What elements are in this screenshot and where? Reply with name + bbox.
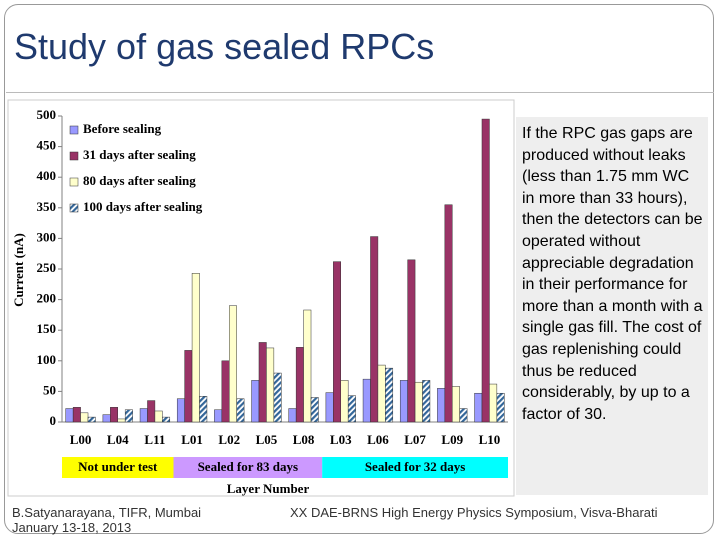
footer-author: B.Satyanarayana, TIFR, Mumbai (12, 505, 202, 520)
x-axis-label: Layer Number (227, 481, 310, 496)
legend-label: Before sealing (83, 121, 162, 136)
bar (496, 392, 505, 423)
bar (347, 395, 356, 423)
bar (333, 261, 342, 423)
y-tick-label: 450 (37, 138, 57, 153)
bar (199, 396, 208, 423)
bar (184, 350, 193, 423)
bar (310, 397, 319, 423)
x-tick-label: L02 (218, 432, 240, 447)
y-tick-label: 400 (37, 168, 57, 183)
bar (72, 407, 81, 423)
bar (162, 416, 171, 423)
x-tick-label: L07 (404, 432, 426, 447)
bar (385, 367, 394, 423)
bar (139, 408, 148, 423)
bar (325, 392, 334, 423)
legend-label: 100 days after sealing (83, 199, 203, 214)
bar (303, 309, 312, 423)
bar (236, 398, 245, 423)
bar (481, 118, 490, 423)
bar (102, 414, 111, 423)
slide-title: Study of gas sealed RPCs (14, 26, 435, 67)
group-band (173, 457, 323, 478)
y-tick-label: 150 (37, 321, 57, 336)
y-tick-label: 50 (43, 382, 56, 397)
x-tick-label: L03 (330, 432, 352, 447)
y-tick-label: 100 (37, 352, 57, 367)
bar (407, 259, 416, 423)
bar (214, 409, 223, 423)
bar (87, 416, 96, 423)
legend-swatch (69, 177, 79, 187)
legend-label: 80 days after sealing (83, 173, 196, 188)
slide-frame (4, 4, 714, 534)
y-tick-label: 200 (37, 291, 57, 306)
bar (489, 383, 498, 423)
legend-swatch (69, 203, 79, 213)
bar (459, 408, 468, 423)
group-band (322, 457, 508, 478)
y-axis-label: Current (nA) (11, 233, 26, 307)
bar (474, 392, 483, 423)
legend-box (64, 118, 218, 218)
group-label: Sealed for 32 days (365, 459, 466, 474)
bar (377, 364, 386, 423)
bar (273, 372, 282, 423)
bar (154, 410, 163, 423)
bar (340, 380, 349, 423)
bar (288, 408, 297, 423)
group-label: Not under test (78, 459, 158, 474)
side-text: If the RPC gas gaps are produced without… (516, 117, 708, 495)
bar (422, 380, 431, 423)
bar (437, 388, 446, 423)
y-tick-label: 300 (37, 229, 57, 244)
bar (176, 398, 185, 423)
x-tick-label: L00 (70, 432, 92, 447)
bar (258, 342, 267, 423)
bar (251, 380, 260, 423)
bar (444, 204, 453, 423)
bar (229, 305, 237, 423)
bar (399, 380, 408, 423)
x-tick-label: L05 (256, 432, 278, 447)
bar (414, 381, 423, 423)
x-tick-label: L11 (144, 432, 165, 447)
legend-swatch (69, 125, 79, 135)
footer-date: January 13-18, 2013 (12, 520, 132, 535)
bar (295, 347, 304, 423)
x-tick-label: L06 (367, 432, 389, 447)
bar (452, 386, 460, 423)
x-tick-label: L04 (107, 432, 129, 447)
y-tick-label: 500 (37, 107, 57, 122)
bar (110, 407, 118, 423)
x-tick-label: L01 (181, 432, 203, 447)
footer-event: XX DAE-BRNS High Energy Physics Symposiu… (290, 505, 658, 520)
group-label: Sealed for 83 days (198, 459, 299, 474)
y-tick-label: 250 (37, 260, 57, 275)
y-tick-label: 350 (37, 199, 57, 214)
title-rule (6, 92, 714, 93)
bar (65, 408, 74, 423)
bar (370, 236, 379, 423)
bar (191, 273, 200, 423)
bar (80, 412, 89, 423)
bar (362, 378, 371, 423)
bar (124, 409, 133, 423)
y-tick-label: 0 (50, 413, 57, 428)
legend-label: 31 days after sealing (83, 147, 196, 162)
x-tick-label: L09 (441, 432, 463, 447)
bar (266, 347, 275, 423)
x-tick-label: L08 (293, 432, 315, 447)
bar (221, 360, 230, 423)
bar (147, 400, 156, 423)
bar (117, 418, 126, 423)
x-tick-label: L10 (479, 432, 501, 447)
group-band (62, 457, 174, 478)
legend-swatch (69, 151, 79, 161)
